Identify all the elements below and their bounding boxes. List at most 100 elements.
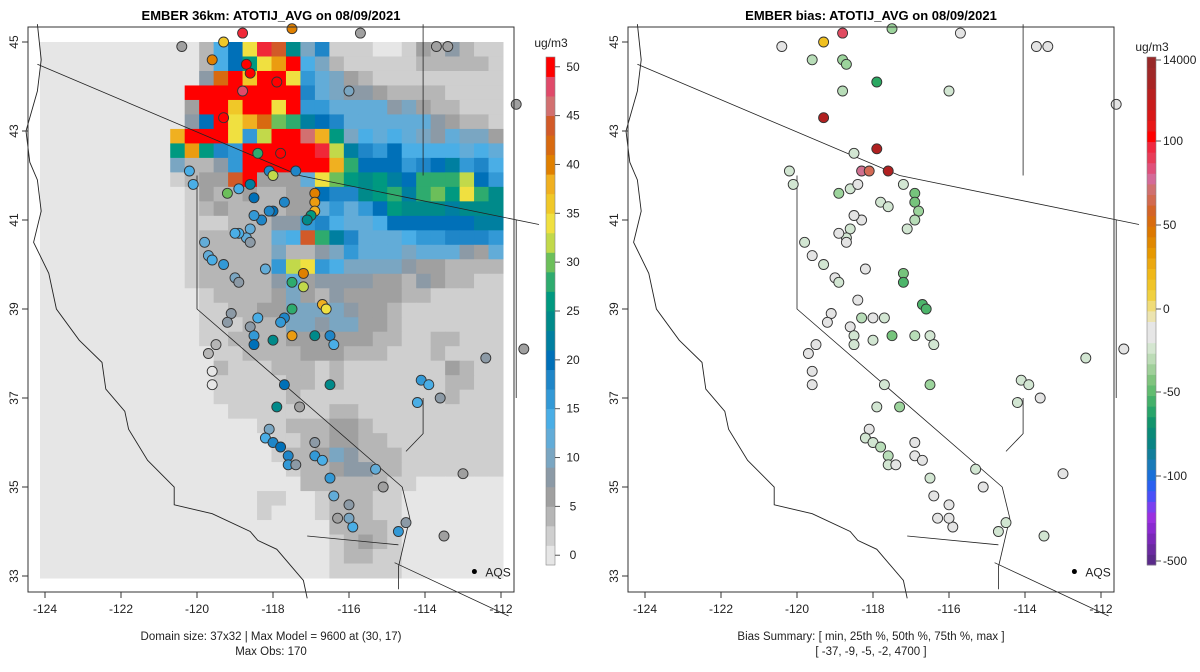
bias-station-marker <box>1118 343 1130 355</box>
grid-cell <box>83 85 99 101</box>
grid-cell <box>112 143 128 159</box>
station-marker <box>252 147 264 159</box>
grid-cell <box>40 346 55 362</box>
station-marker <box>286 276 298 288</box>
grid-cell <box>285 42 301 57</box>
grid-cell <box>54 273 70 289</box>
grid-cell <box>488 172 504 188</box>
grid-cell <box>68 302 84 318</box>
grid-cell <box>271 56 287 72</box>
grid-cell <box>112 505 128 521</box>
grid-cell <box>372 99 388 115</box>
grid-cell <box>97 172 113 188</box>
bias-station-marker <box>837 27 849 39</box>
grid-cell <box>257 244 272 260</box>
bias-station-marker <box>924 379 936 391</box>
grid-cell <box>343 143 359 159</box>
grid-cell <box>358 375 374 391</box>
colorbar-band <box>1147 120 1156 132</box>
grid-cell <box>112 418 128 434</box>
grid-cell <box>213 201 229 217</box>
grid-cell <box>416 215 432 231</box>
grid-cell <box>242 563 258 579</box>
grid-cell <box>416 70 432 86</box>
grid-cell <box>170 172 186 188</box>
grid-cell <box>300 549 316 565</box>
grid-cell <box>141 302 157 318</box>
y-tick-label: 39 <box>7 302 21 316</box>
grid-cell <box>271 505 287 521</box>
grid-cell <box>97 447 113 463</box>
grid-cell <box>285 476 301 492</box>
grid-cell <box>459 433 475 449</box>
grid-cell <box>372 56 388 72</box>
grid-cell <box>54 331 70 347</box>
grid-cell <box>126 360 142 376</box>
station-marker <box>278 379 290 391</box>
grid-cell <box>257 505 272 521</box>
grid-cell <box>430 70 446 86</box>
bias-station-marker <box>810 339 822 351</box>
bias-station-marker <box>848 339 860 351</box>
grid-cell <box>83 389 99 405</box>
grid-cell <box>387 433 403 449</box>
grid-cell <box>242 549 258 565</box>
x-tick-label: -114 <box>413 602 436 616</box>
grid-cell <box>329 520 345 536</box>
grid-cell <box>83 462 99 478</box>
colorbar-band <box>546 135 555 156</box>
colorbar-tick-label: 0 <box>1163 302 1170 316</box>
grid-cell <box>445 99 461 115</box>
grid-cell <box>459 476 475 492</box>
grid-cell <box>459 375 475 391</box>
grid-cell <box>40 462 55 478</box>
grid-cell <box>126 375 142 391</box>
grid-cell <box>488 447 504 463</box>
grid-cell <box>112 302 128 318</box>
grid-cell <box>54 56 70 72</box>
grid-cell <box>430 375 446 391</box>
grid-cell <box>401 259 417 275</box>
grid-cell <box>271 99 287 115</box>
grid-cell <box>242 99 258 115</box>
bias-station-marker <box>867 334 879 346</box>
grid-cell <box>387 273 403 289</box>
bias-station-marker <box>928 339 940 351</box>
grid-cell <box>40 186 55 202</box>
grid-cell <box>300 505 316 521</box>
grid-cell <box>97 302 113 318</box>
grid-cell <box>184 230 200 246</box>
bias-station-marker <box>1030 41 1042 52</box>
grid-cell <box>416 186 432 202</box>
grid-cell <box>257 389 272 405</box>
grid-cell <box>40 317 55 333</box>
grid-cell <box>170 462 186 478</box>
bias-station-marker <box>943 85 955 97</box>
grid-cell <box>300 230 316 246</box>
grid-cell <box>271 157 287 173</box>
grid-cell <box>358 201 374 217</box>
border-line <box>625 24 908 599</box>
grid-cell <box>184 215 200 231</box>
station-marker <box>290 459 302 471</box>
grid-cell <box>68 230 84 246</box>
bias-map-title: EMBER bias: ATOTIJ_AVG on 08/09/2021 <box>745 8 997 23</box>
grid-cell <box>401 85 417 101</box>
grid-cell <box>213 302 229 318</box>
grid-cell <box>68 491 84 507</box>
grid-cell <box>300 346 316 362</box>
grid-cell <box>199 476 215 492</box>
grid-cell <box>387 259 403 275</box>
grid-cell <box>387 549 403 565</box>
grid-cell <box>459 534 475 550</box>
grid-cell <box>445 215 461 231</box>
grid-cell <box>343 462 359 478</box>
grid-cell <box>126 549 142 565</box>
grid-cell <box>329 157 345 173</box>
bias-station-marker <box>818 259 830 270</box>
grid-cell <box>126 157 142 173</box>
grid-cell <box>459 563 475 579</box>
grid-cell <box>445 375 461 391</box>
grid-cell <box>213 433 229 449</box>
grid-cell <box>343 244 359 260</box>
